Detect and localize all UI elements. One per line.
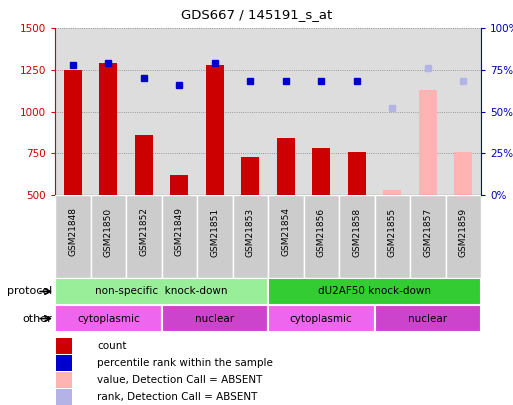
Text: GSM21856: GSM21856 <box>317 207 326 257</box>
Text: nuclear: nuclear <box>195 313 234 324</box>
Bar <box>410 195 445 278</box>
Bar <box>90 28 126 195</box>
Text: dU2AF50 knock-down: dU2AF50 knock-down <box>318 286 431 296</box>
Bar <box>206 65 224 195</box>
Text: GSM21853: GSM21853 <box>246 207 255 257</box>
Bar <box>55 278 268 305</box>
Text: GSM21855: GSM21855 <box>388 207 397 257</box>
Bar <box>232 28 268 195</box>
Bar <box>126 28 162 195</box>
Bar <box>304 28 339 195</box>
Text: count: count <box>97 341 127 352</box>
Text: GSM21854: GSM21854 <box>281 207 290 256</box>
Text: non-specific  knock-down: non-specific knock-down <box>95 286 228 296</box>
Bar <box>374 28 410 195</box>
Bar <box>162 28 197 195</box>
Bar <box>56 372 72 388</box>
Bar <box>55 28 90 195</box>
Bar <box>90 195 126 278</box>
Text: percentile rank within the sample: percentile rank within the sample <box>97 358 273 368</box>
Text: GDS667 / 145191_s_at: GDS667 / 145191_s_at <box>181 8 332 21</box>
Bar <box>56 355 72 371</box>
Bar <box>410 28 445 195</box>
Bar <box>162 195 197 278</box>
Bar <box>339 28 374 195</box>
Bar <box>55 195 90 278</box>
Bar <box>268 305 374 332</box>
Text: GSM21851: GSM21851 <box>210 207 219 257</box>
Bar <box>170 175 188 195</box>
Bar <box>56 388 72 405</box>
Bar <box>55 305 162 332</box>
Text: GSM21852: GSM21852 <box>139 207 148 256</box>
Text: other: other <box>23 313 52 324</box>
Bar <box>445 195 481 278</box>
Text: GSM21857: GSM21857 <box>423 207 432 257</box>
Bar <box>348 151 366 195</box>
Bar <box>64 70 82 195</box>
Bar <box>135 135 153 195</box>
Text: value, Detection Call = ABSENT: value, Detection Call = ABSENT <box>97 375 263 385</box>
Bar <box>445 28 481 195</box>
Bar <box>455 151 472 195</box>
Text: protocol: protocol <box>7 286 52 296</box>
Bar <box>197 195 232 278</box>
Text: GSM21859: GSM21859 <box>459 207 468 257</box>
Bar <box>100 63 117 195</box>
Text: rank, Detection Call = ABSENT: rank, Detection Call = ABSENT <box>97 392 258 402</box>
Text: cytoplasmic: cytoplasmic <box>77 313 140 324</box>
Bar <box>277 138 294 195</box>
Text: nuclear: nuclear <box>408 313 447 324</box>
Bar <box>304 195 339 278</box>
Bar <box>197 28 232 195</box>
Bar <box>268 278 481 305</box>
Bar <box>383 190 401 195</box>
Text: GSM21858: GSM21858 <box>352 207 361 257</box>
Bar <box>339 195 374 278</box>
Bar <box>312 148 330 195</box>
Bar <box>374 305 481 332</box>
Text: GSM21848: GSM21848 <box>68 207 77 256</box>
Bar <box>268 195 304 278</box>
Bar <box>419 90 437 195</box>
Bar <box>374 195 410 278</box>
Bar <box>126 195 162 278</box>
Bar <box>162 305 268 332</box>
Text: GSM21850: GSM21850 <box>104 207 113 257</box>
Bar <box>56 338 72 354</box>
Text: cytoplasmic: cytoplasmic <box>290 313 352 324</box>
Bar <box>232 195 268 278</box>
Bar <box>268 28 304 195</box>
Text: GSM21849: GSM21849 <box>175 207 184 256</box>
Bar <box>242 157 259 195</box>
